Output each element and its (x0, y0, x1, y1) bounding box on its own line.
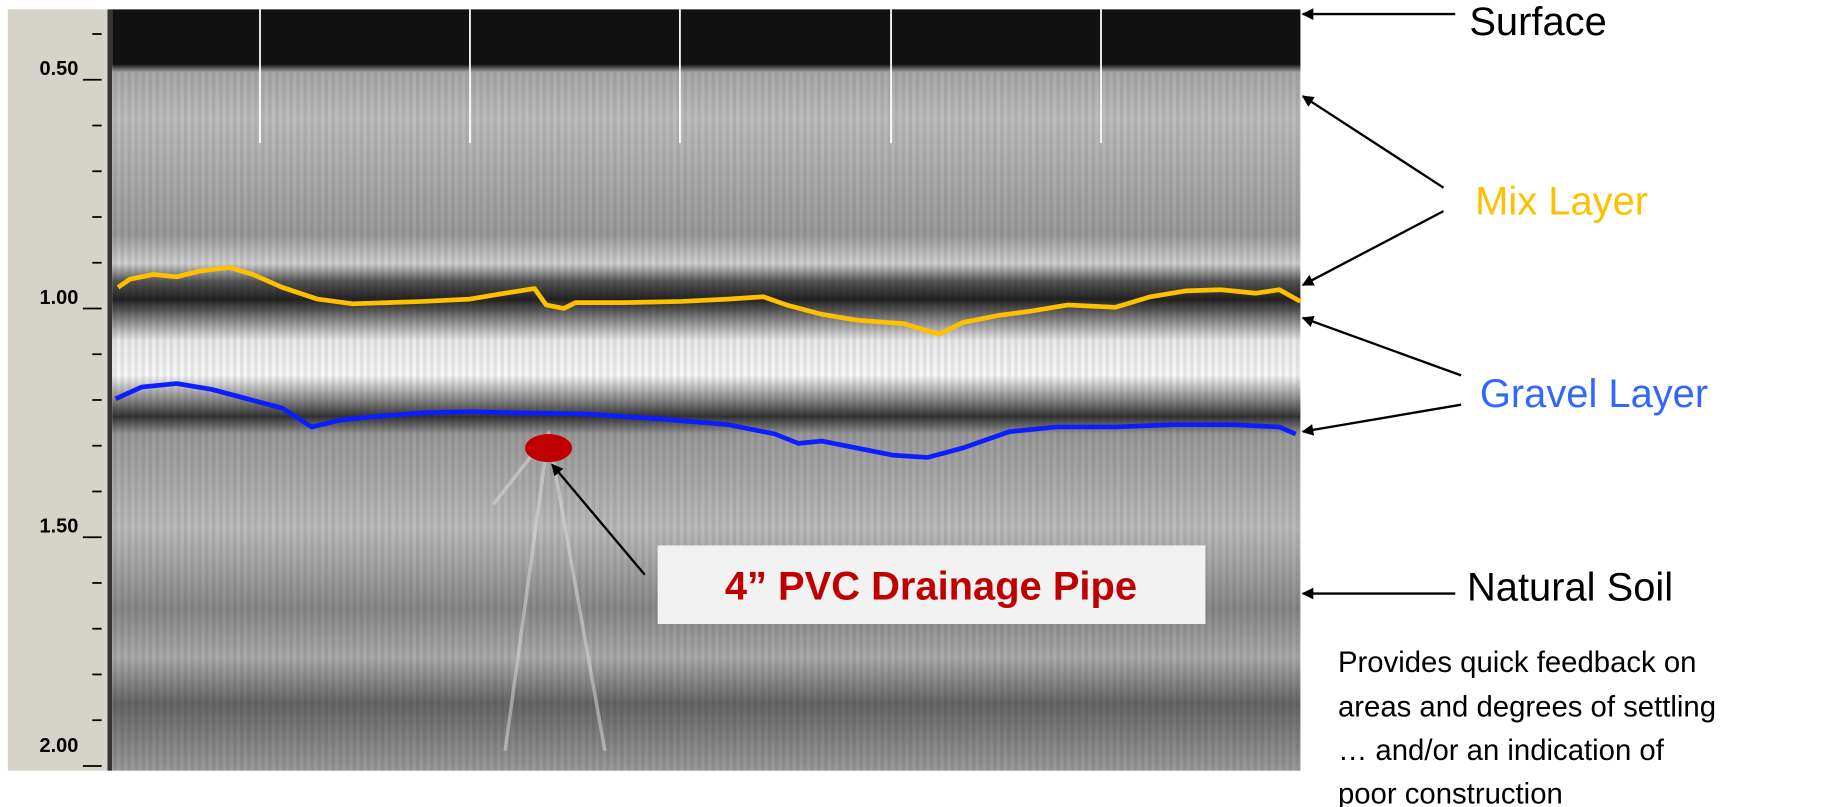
depth-label: 0.50 (39, 58, 78, 80)
gravel-layer-label: Gravel Layer (1480, 372, 1708, 416)
pipe-label-box (657, 545, 1206, 625)
depth-label: 1.00 (39, 287, 78, 309)
ruler-background (7, 9, 110, 771)
pipe-marker (525, 433, 573, 463)
depth-label: 2.00 (39, 735, 78, 757)
ruler-edge (107, 9, 113, 771)
natural-soil-label: Natural Soil (1467, 566, 1673, 610)
note-line: … and/or an indication of (1338, 734, 1665, 767)
radargram (112, 9, 1302, 771)
depth-ruler: 0.50 1.00 1.50 2.00 (7, 9, 113, 771)
gravel-layer-line (114, 381, 1297, 460)
depth-label: 1.50 (39, 516, 78, 538)
pipe-arrow (551, 463, 646, 576)
layer-arrows (1301, 8, 1462, 600)
note-line: areas and degrees of settling (1338, 691, 1716, 724)
note-line: poor construction (1338, 777, 1563, 807)
note-line: Provides quick feedback on (1338, 646, 1696, 679)
ruler-ticks (82, 33, 102, 767)
pipe-label: 4” PVC Drainage Pipe (725, 564, 1137, 608)
mix-layer-line (116, 265, 1302, 337)
trace-markers (259, 9, 1102, 144)
surface-label: Surface (1469, 0, 1606, 44)
mix-layer-label: Mix Layer (1475, 180, 1648, 224)
